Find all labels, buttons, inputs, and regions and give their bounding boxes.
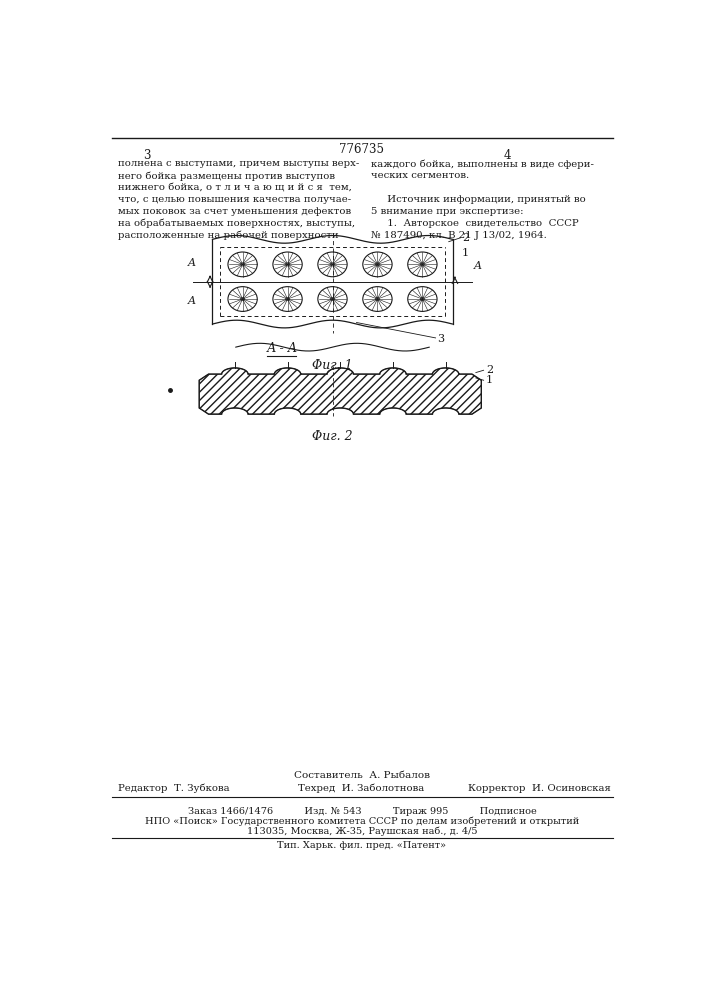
Text: № 187490, кл. В 21 J 13/02, 1964.: № 187490, кл. В 21 J 13/02, 1964. [371, 231, 547, 240]
Text: 776735: 776735 [339, 143, 385, 156]
Text: А - А: А - А [267, 342, 298, 355]
Text: что, с целью повышения качества получае-: что, с целью повышения качества получае- [118, 195, 351, 204]
Text: A: A [187, 296, 195, 306]
Text: на обрабатываемых поверхностях, выступы,: на обрабатываемых поверхностях, выступы, [118, 219, 355, 228]
Text: НПО «Поиск» Государственного комитета СССР по делам изобретений и открытий: НПО «Поиск» Государственного комитета СС… [145, 817, 579, 826]
Text: 2: 2 [486, 365, 493, 375]
Text: него бойка размещены против выступов: него бойка размещены против выступов [118, 171, 335, 181]
Text: Редактор  Т. Зубкова: Редактор Т. Зубкова [118, 784, 230, 793]
Text: нижнего бойка, о т л и ч а ю щ и й с я  тем,: нижнего бойка, о т л и ч а ю щ и й с я т… [118, 183, 351, 192]
Text: 1: 1 [486, 375, 493, 385]
Text: Составитель  А. Рыбалов: Составитель А. Рыбалов [294, 771, 430, 780]
Text: Техред  И. Заболотнова: Техред И. Заболотнова [298, 784, 424, 793]
Text: полнена с выступами, причем выступы верх-: полнена с выступами, причем выступы верх… [118, 159, 359, 168]
Text: 1: 1 [462, 248, 469, 258]
Text: Источник информации, принятый во: Источник информации, принятый во [371, 195, 586, 204]
Text: Φиг. 2: Φиг. 2 [312, 430, 353, 443]
Text: 1.  Авторское  свидетельство  СССР: 1. Авторское свидетельство СССР [371, 219, 579, 228]
Text: Φиг. 1: Φиг. 1 [312, 359, 353, 372]
Polygon shape [199, 368, 481, 414]
Text: Заказ 1466/1476          Изд. № 543          Тираж 995          Подписное: Заказ 1466/1476 Изд. № 543 Тираж 995 Под… [187, 807, 537, 816]
Text: 3: 3 [143, 149, 151, 162]
Text: Корректор  И. Осиновская: Корректор И. Осиновская [468, 784, 611, 793]
Text: 4: 4 [503, 149, 510, 162]
Text: A: A [474, 261, 481, 271]
Text: расположенные на рабочей поверхности: расположенные на рабочей поверхности [118, 231, 339, 240]
Text: ческих сегментов.: ческих сегментов. [371, 171, 469, 180]
Text: мых поковок за счет уменьшения дефектов: мых поковок за счет уменьшения дефектов [118, 207, 351, 216]
Text: каждого бойка, выполнены в виде сфери-: каждого бойка, выполнены в виде сфери- [371, 159, 594, 169]
Text: Тип. Харьк. фил. пред. «Патент»: Тип. Харьк. фил. пред. «Патент» [277, 841, 446, 850]
Text: A: A [187, 258, 195, 268]
Text: 113035, Москва, Ж-35, Раушская наб., д. 4/5: 113035, Москва, Ж-35, Раушская наб., д. … [247, 827, 477, 836]
Text: 2: 2 [462, 233, 469, 243]
Text: 3: 3 [437, 334, 444, 344]
Text: 5 внимание при экспертизе:: 5 внимание при экспертизе: [371, 207, 524, 216]
